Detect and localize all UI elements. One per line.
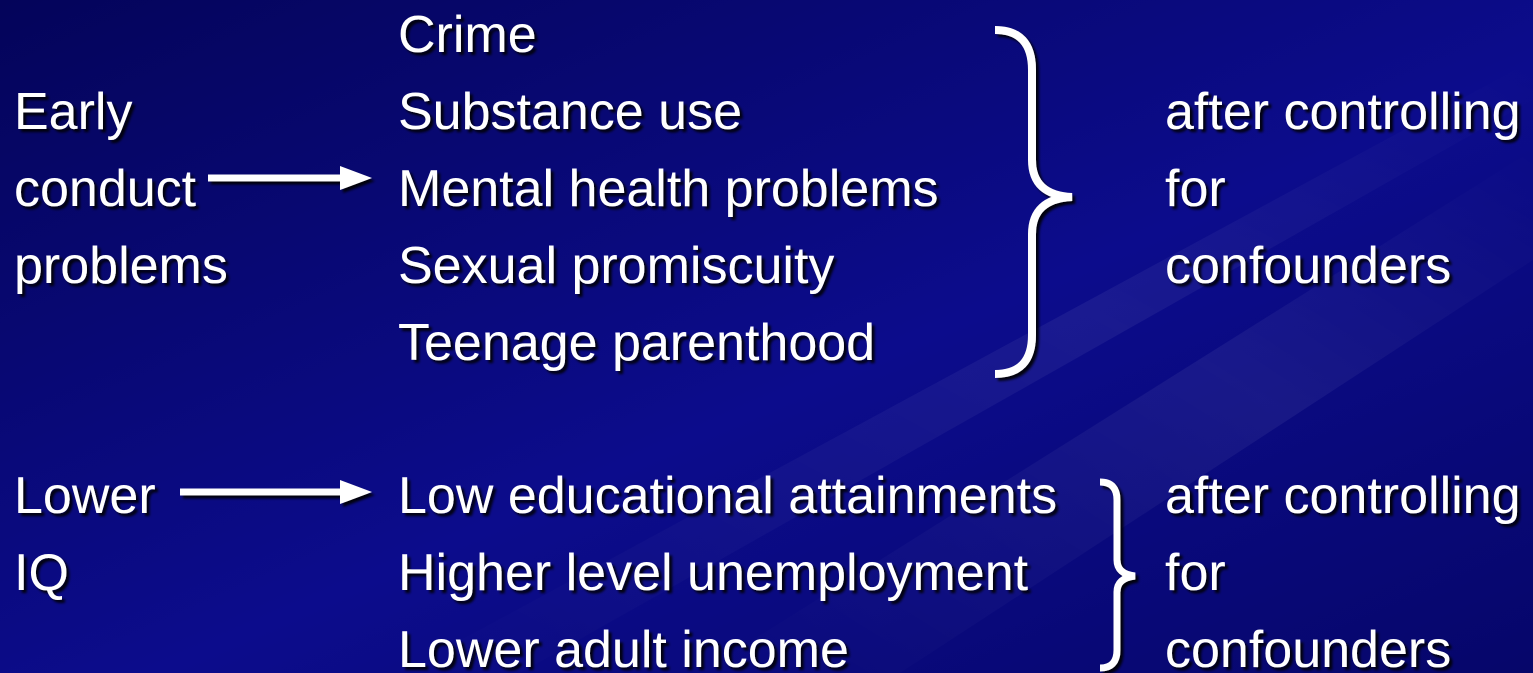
background-streak [700, 150, 1533, 673]
note-text: for [1165, 160, 1226, 218]
note-text: after controlling [1165, 467, 1521, 525]
outcome-text: Higher level unemployment [398, 544, 1029, 602]
note-text: confounders [1165, 621, 1451, 673]
connectors [180, 26, 1136, 672]
note-text: confounders [1165, 237, 1451, 295]
brace [994, 26, 1073, 378]
cause-text: Early [14, 83, 132, 141]
outcome-text: Teenage parenthood [398, 314, 875, 372]
outcome-text: Substance use [398, 83, 742, 141]
outcome-text: Crime [398, 6, 537, 64]
note-text: for [1165, 544, 1226, 602]
note-text: after controlling [1165, 83, 1521, 141]
arrow-head [340, 480, 372, 504]
background-streak [400, 60, 1533, 673]
outcome-text: Sexual promiscuity [398, 237, 834, 295]
outcome-text: Low educational attainments [398, 467, 1057, 525]
cause-text: Lower [14, 467, 156, 525]
cause-text: conduct [14, 160, 197, 218]
slide-text: Early conduct problems Crime Substance use Me… [14, 6, 1521, 673]
cause-text: problems [14, 237, 228, 295]
outcome-text: Lower adult income [398, 621, 849, 673]
outcome-text: Mental health problems [398, 160, 939, 218]
cause-text: IQ [14, 544, 69, 602]
brace [1099, 478, 1136, 672]
arrow-head [340, 166, 372, 190]
